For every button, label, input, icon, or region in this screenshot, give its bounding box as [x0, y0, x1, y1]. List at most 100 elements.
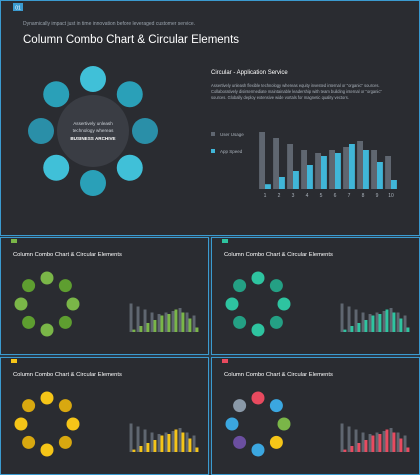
x-tick-label: 1	[264, 193, 267, 199]
bar-user-usage	[171, 311, 175, 332]
ring-circle	[277, 417, 291, 431]
column-combo-chart	[129, 423, 199, 452]
thumb-title: Column Combo Chart & Circular Elements	[224, 252, 333, 258]
ring-circle	[14, 297, 28, 311]
slide-badge-number: 01	[15, 6, 21, 12]
ring-circle	[28, 118, 54, 144]
bar-app-speed	[293, 171, 299, 189]
bar-app-speed	[188, 318, 192, 332]
bar-app-speed	[265, 184, 271, 189]
bar-user-usage	[136, 306, 140, 332]
x-tick-label: 4	[306, 193, 309, 199]
thumb-canvas-green: Column Combo Chart & Circular Elements	[11, 239, 199, 337]
bar-user-usage	[347, 306, 351, 332]
slide-title: Column Combo Chart & Circular Elements	[23, 34, 239, 46]
bar-user-usage	[403, 315, 407, 332]
bar-app-speed	[378, 314, 382, 332]
ring-circle	[132, 118, 158, 144]
bar-user-usage	[150, 312, 154, 332]
bar-app-speed	[146, 443, 150, 452]
bar-app-speed	[392, 312, 396, 332]
ring-circle	[225, 297, 239, 311]
ring-circle	[225, 417, 239, 431]
bar-user-usage	[347, 426, 351, 452]
bar-app-speed	[153, 320, 157, 332]
slide-thumbnail-multicolor[interactable]: Column Combo Chart & Circular Elements	[211, 357, 420, 475]
column-combo-chart: 1 2 3 4 5 6 7 8 9 10	[259, 132, 397, 199]
center-text-line-3: BUSINESS ARCHIVE	[70, 136, 115, 141]
right-paragraph-line-1: Assertively unleash flexible technology …	[211, 83, 380, 88]
bar-app-speed	[391, 180, 397, 189]
ring-circle	[233, 315, 247, 329]
thumb-title: Column Combo Chart & Circular Elements	[13, 372, 122, 378]
column-combo-chart	[340, 303, 410, 332]
bar-app-speed	[153, 440, 157, 452]
bar-user-usage	[287, 144, 293, 189]
ring-circle	[233, 435, 247, 449]
bar-user-usage	[375, 312, 379, 332]
bar-app-speed	[371, 435, 375, 452]
center-text-line-1: Assertively unleash	[73, 121, 113, 126]
bar-app-speed	[343, 449, 347, 452]
thumb-canvas-multicolor: Column Combo Chart & Circular Elements	[222, 359, 410, 457]
bar-user-usage	[171, 431, 175, 452]
bar-app-speed	[406, 327, 410, 332]
ring-circle	[43, 81, 70, 108]
circle-ring	[14, 391, 80, 457]
bar-user-usage	[301, 150, 307, 189]
bar-app-speed	[357, 323, 361, 332]
ring-circle	[80, 66, 106, 92]
bar-user-usage	[185, 432, 189, 452]
ring-circle	[251, 391, 265, 405]
bar-app-speed	[335, 153, 341, 189]
legend-swatch-app-speed	[211, 149, 215, 153]
bar-app-speed	[392, 432, 396, 452]
bar-user-usage	[396, 432, 400, 452]
circle-ring	[28, 66, 158, 196]
bar-app-speed	[349, 144, 355, 189]
ring-circle	[233, 399, 247, 413]
bar-user-usage	[164, 432, 168, 452]
x-tick-label: 3	[292, 193, 295, 199]
bar-user-usage	[164, 312, 168, 332]
right-paragraph-line-2: Collaboratively disintermediate maintain…	[211, 89, 382, 94]
slide-thumbnail-green[interactable]: Column Combo Chart & Circular Elements	[0, 237, 209, 355]
ring-circle	[116, 81, 143, 108]
bar-app-speed	[378, 434, 382, 452]
slide-thumbnail-yellow[interactable]: Column Combo Chart & Circular Elements	[0, 357, 209, 475]
bar-user-usage	[136, 426, 140, 452]
bar-app-speed	[307, 165, 313, 189]
slide-thumbnail-teal[interactable]: Column Combo Chart & Circular Elements	[211, 237, 420, 355]
bar-user-usage	[396, 312, 400, 332]
bar-user-usage	[403, 435, 407, 452]
bar-user-usage	[150, 432, 154, 452]
bar-app-speed	[385, 429, 389, 452]
bar-app-speed	[167, 434, 171, 452]
ring-circle	[277, 297, 291, 311]
thumb-canvas-yellow: Column Combo Chart & Circular Elements	[11, 359, 199, 457]
ring-circle	[66, 297, 80, 311]
circle-ring	[225, 391, 291, 457]
bar-user-usage	[357, 141, 363, 189]
bar-user-usage	[185, 312, 189, 332]
ring-circle	[269, 279, 283, 293]
bar-app-speed	[132, 449, 136, 452]
legend-label-app-speed: App Speed	[220, 149, 243, 154]
ring-circle	[22, 279, 36, 293]
bar-app-speed	[399, 438, 403, 452]
bar-app-speed	[188, 438, 192, 452]
ring-circle	[40, 323, 54, 337]
bar-app-speed	[406, 447, 410, 452]
bar-user-usage	[315, 153, 321, 189]
ring-circle	[58, 399, 72, 413]
ring-circle	[40, 391, 54, 405]
bar-user-usage	[143, 429, 147, 452]
bar-user-usage	[371, 150, 377, 189]
bar-user-usage	[129, 303, 133, 332]
bar-user-usage	[157, 314, 161, 332]
bar-user-usage	[178, 308, 182, 332]
thumb-title: Column Combo Chart & Circular Elements	[224, 372, 333, 378]
bar-user-usage	[354, 309, 358, 332]
slide-main[interactable]: 01 Dynamically impact just in time innov…	[0, 0, 420, 236]
ring-circle	[251, 443, 265, 457]
